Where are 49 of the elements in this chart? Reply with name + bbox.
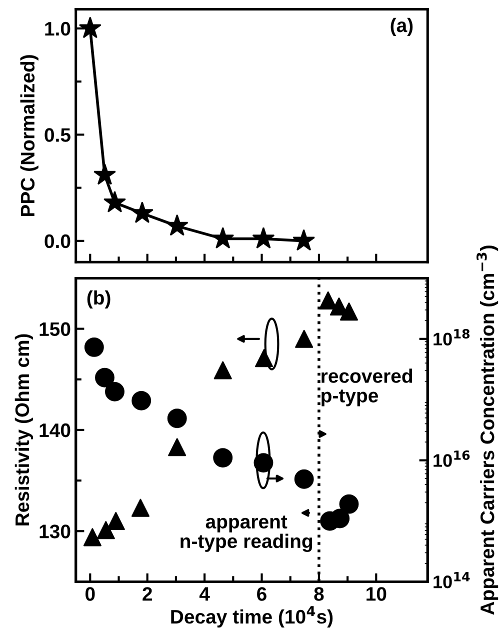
y2-tick-label: 10$^{14}$ — [434, 572, 470, 588]
point — [78, 16, 102, 38]
y-axis-title: Resistivity (Ohm cm) — [14, 334, 33, 526]
y-tick-label: 130 — [40, 524, 70, 538]
y-tick-label: 0.5 — [44, 128, 70, 142]
y-tick-label: 140 — [40, 423, 70, 438]
y2-tick-label: 10$^{18}$ — [434, 329, 470, 346]
point — [96, 521, 115, 540]
y2-axis-title: Apparent Carriers Concentration (cm$^{−3}$) — [476, 246, 498, 615]
point — [168, 438, 186, 456]
point — [132, 390, 152, 410]
x-tick-label: 10 — [366, 587, 386, 601]
point — [93, 163, 116, 185]
y2-tick-label: 10$^{16}$ — [434, 450, 470, 467]
y-axis-title: PPC (Normalized) — [20, 55, 38, 216]
point — [167, 408, 187, 428]
x-tick-label: 2 — [142, 587, 152, 601]
annotation: apparent n-type reading — [180, 516, 312, 552]
point — [95, 368, 114, 388]
y-tick-label: 0.0 — [44, 234, 70, 248]
point — [255, 349, 274, 368]
point — [106, 512, 125, 530]
x-axis-title: Decay time (10$^{4}$s) — [171, 606, 333, 628]
point — [83, 528, 102, 546]
point — [105, 382, 124, 402]
point — [130, 201, 154, 223]
x-tick-label: 4 — [199, 587, 210, 601]
x-tick-label: 6 — [257, 587, 266, 601]
point — [254, 453, 274, 473]
point — [252, 226, 275, 248]
point — [103, 190, 126, 212]
point — [292, 229, 316, 251]
point — [84, 337, 104, 357]
point — [131, 498, 150, 517]
y-tick-label: 1.0 — [45, 22, 70, 36]
point — [294, 469, 314, 489]
point — [212, 226, 234, 248]
point — [339, 494, 359, 514]
point — [340, 302, 358, 321]
annotation: (a) — [390, 18, 413, 36]
point — [295, 330, 314, 348]
x-tick-label: 8 — [314, 587, 324, 601]
annotation: recovered p-type — [322, 368, 412, 406]
annotation: (b) — [87, 290, 110, 309]
y-tick-label: 150 — [40, 322, 70, 336]
point — [213, 448, 233, 468]
point — [214, 361, 232, 380]
x-tick-label: 0 — [86, 587, 95, 601]
point — [166, 214, 188, 236]
